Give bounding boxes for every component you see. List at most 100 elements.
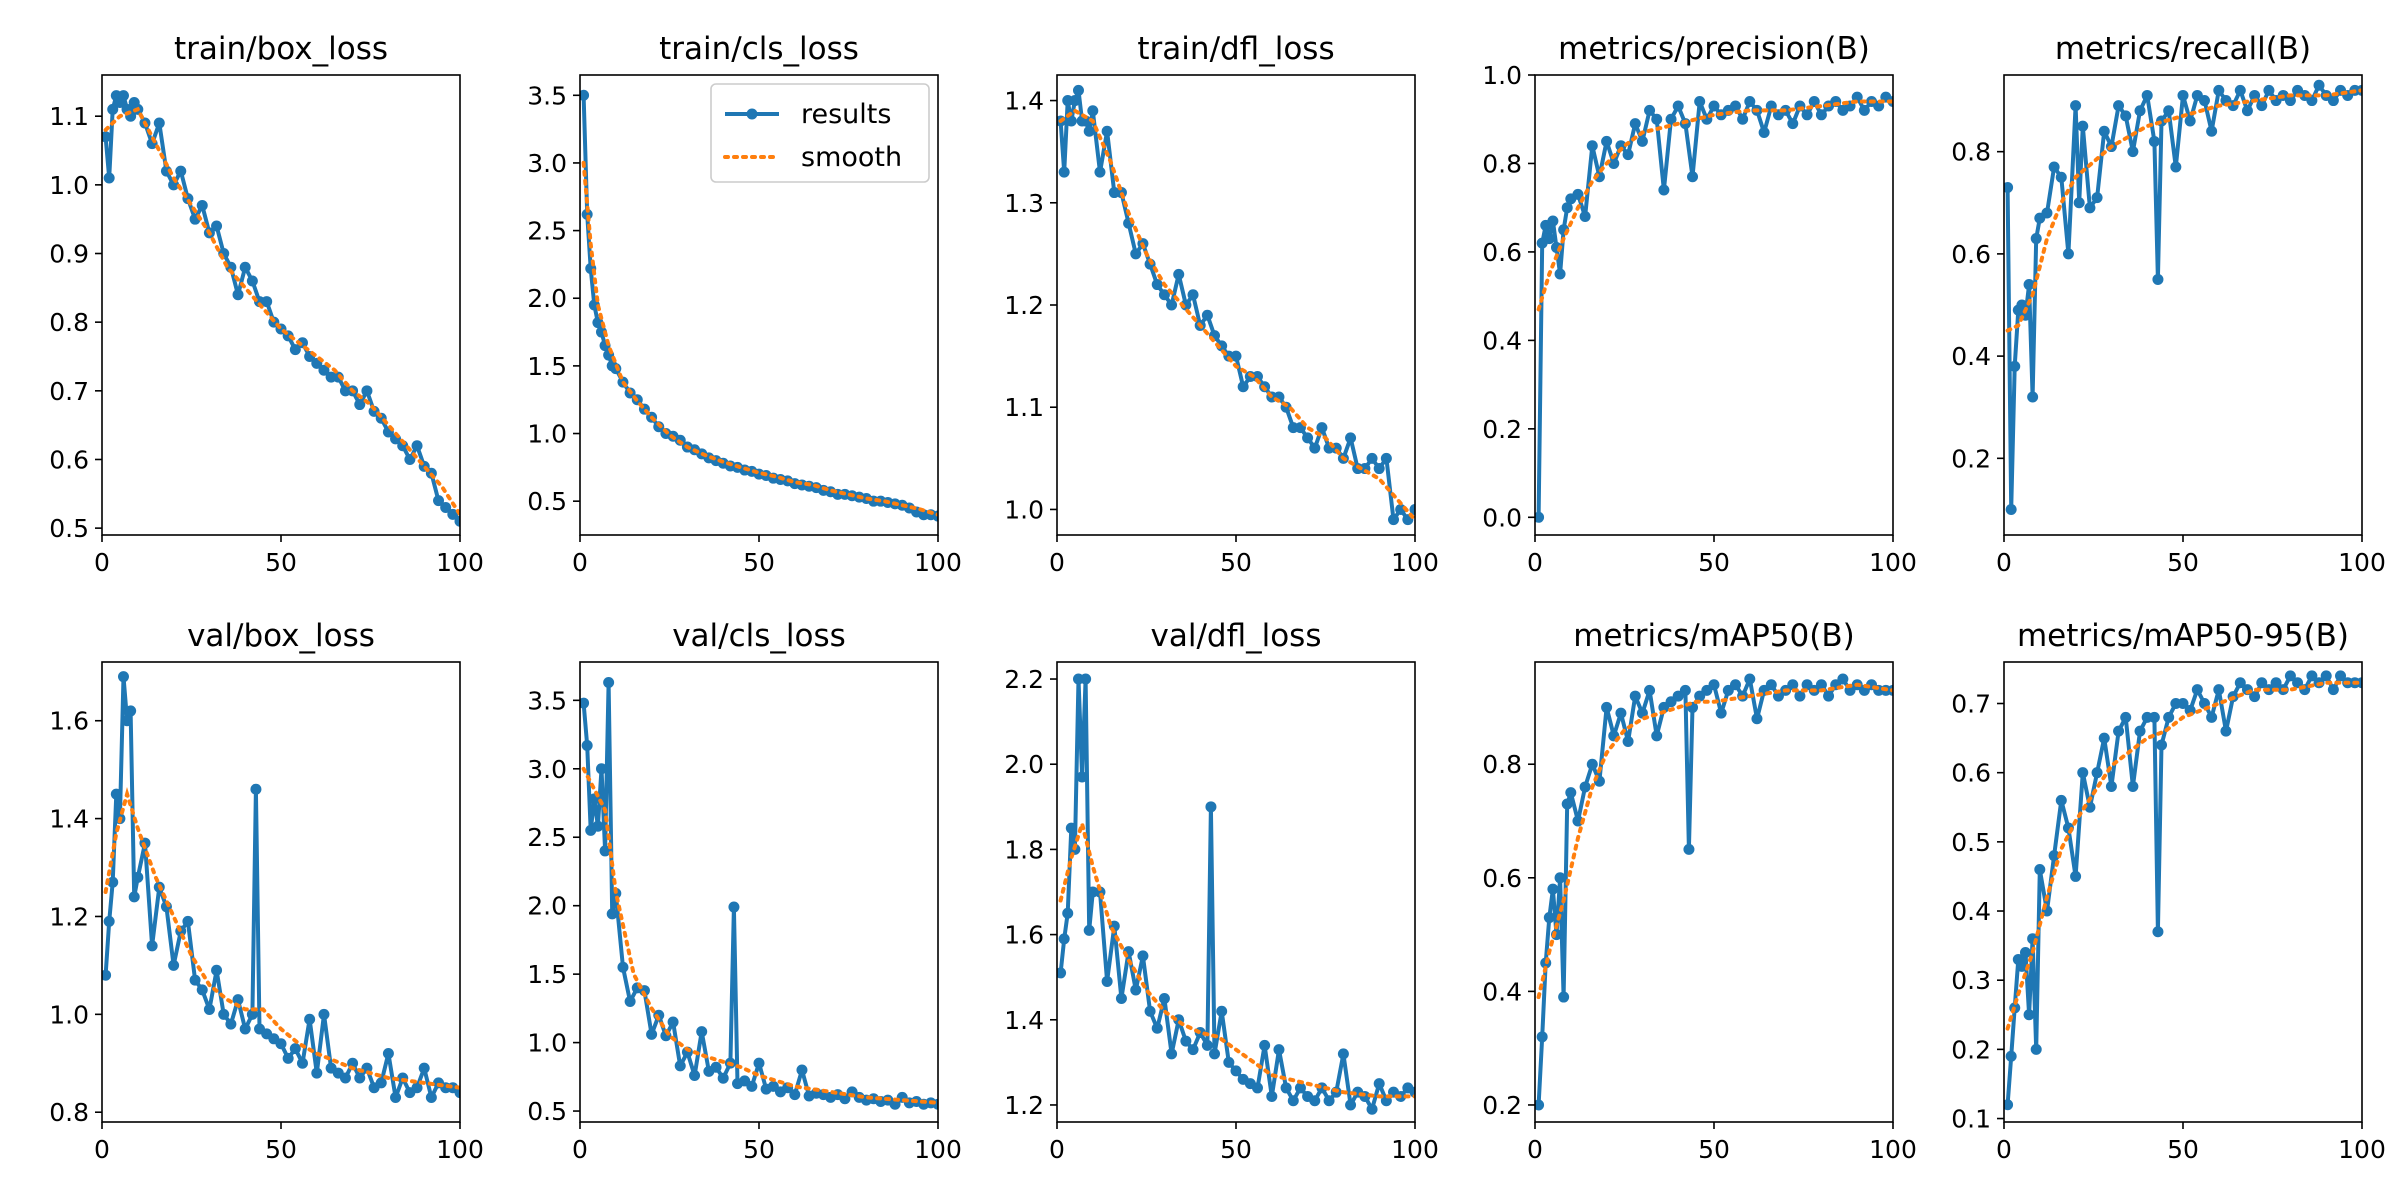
y-tick-label: 2.0	[527, 284, 567, 313]
results-point	[1072, 84, 1084, 96]
x-tick-label: 0	[94, 1135, 110, 1164]
results-point	[2055, 794, 2067, 806]
results-point	[1535, 1099, 1545, 1111]
results-point	[1794, 690, 1806, 702]
smooth-series-line	[581, 766, 938, 1105]
plot-area	[1057, 673, 1415, 1115]
x-tick-label: 0	[1996, 1135, 2012, 1164]
results-point	[2177, 89, 2189, 101]
results-point	[839, 1093, 851, 1105]
y-tick-label: 2.0	[527, 892, 567, 921]
results-point	[1858, 104, 1870, 116]
y-tick-label: 1.1	[1004, 393, 1044, 422]
results-point	[1380, 452, 1392, 464]
results-point	[1366, 1103, 1378, 1115]
results-point	[1057, 967, 1067, 979]
results-point	[1309, 1095, 1321, 1107]
y-tick-label: 0.2	[1951, 1035, 1991, 1064]
results-point	[218, 1008, 230, 1020]
y-tick-label: 0.4	[1951, 897, 1991, 926]
results-point	[1744, 96, 1756, 108]
smooth-series-line	[1058, 816, 1415, 1099]
results-point	[1273, 1044, 1285, 1056]
subplot-title: val/dfl_loss	[1151, 618, 1322, 654]
results-point	[1629, 690, 1641, 702]
results-point	[2113, 725, 2125, 737]
x-tick-label: 0	[1527, 1135, 1543, 1164]
results-point	[196, 199, 208, 211]
smooth-series-line	[103, 106, 460, 517]
subplot-title: train/cls_loss	[659, 31, 859, 67]
results-point	[746, 1080, 758, 1092]
smooth-series-line	[581, 160, 938, 517]
results-point	[2077, 767, 2089, 779]
results-point	[354, 399, 366, 411]
plot-area	[102, 90, 460, 527]
results-point	[2249, 89, 2261, 101]
y-tick-label: 3.0	[527, 149, 567, 178]
results-point	[275, 1038, 287, 1050]
y-tick-label: 0.0	[1482, 503, 1522, 532]
results-point	[1715, 707, 1727, 719]
results-point	[624, 996, 636, 1008]
results-point	[2327, 684, 2339, 696]
results-point	[1065, 115, 1077, 127]
y-tick-label: 1.8	[1004, 835, 1044, 864]
axes-frame	[579, 661, 939, 1123]
results-point	[1216, 1005, 1228, 1017]
subplot: val/dfl_loss 0 50 100 1.2 1.4 1.6 1.8 2.0 2.2	[1004, 618, 1439, 1164]
results-point	[107, 876, 119, 888]
y-tick-label: 0.8	[49, 1098, 89, 1127]
results-point	[1101, 975, 1113, 987]
results-point	[1259, 1039, 1271, 1051]
y-tick-label: 1.3	[1004, 189, 1044, 218]
results-point	[182, 915, 194, 927]
y-tick-label: 1.0	[49, 171, 89, 200]
results-point	[1076, 771, 1088, 783]
y-tick-label: 0.9	[49, 240, 89, 269]
results-point	[2152, 926, 2164, 938]
results-point	[2077, 120, 2089, 132]
y-tick-label: 1.0	[527, 420, 567, 449]
axes-frame	[101, 74, 461, 536]
results-point	[2048, 850, 2060, 862]
results-point	[411, 1082, 423, 1094]
x-tick-label: 0	[1527, 548, 1543, 577]
results-point	[696, 1026, 708, 1038]
results-point	[2213, 84, 2225, 96]
results-point	[146, 940, 158, 952]
subplot: train/dfl_loss 0 50 100 1.0 1.1 1.2 1.3 1.4	[1004, 31, 1439, 577]
results-point	[2105, 781, 2117, 793]
smooth-series-line	[1536, 682, 1893, 1000]
results-point	[2234, 677, 2246, 689]
results-point	[2306, 670, 2318, 682]
results-point	[1543, 233, 1555, 245]
results-point	[2163, 105, 2175, 117]
results-point	[2098, 732, 2110, 744]
results-point	[1651, 730, 1663, 742]
results-point	[2005, 503, 2017, 515]
results-point	[1579, 781, 1591, 793]
x-tick-label: 0	[94, 548, 110, 577]
results-point	[232, 994, 244, 1006]
results-point	[2177, 698, 2189, 710]
results-point	[2206, 125, 2218, 137]
results-point	[2055, 171, 2067, 183]
results-point	[1205, 801, 1217, 813]
results-point	[1180, 1035, 1192, 1047]
results-point	[311, 1067, 323, 1079]
results-point	[2206, 711, 2218, 723]
results-point	[2191, 684, 2203, 696]
y-tick-label: 2.2	[1004, 665, 1044, 694]
results-point	[2256, 100, 2268, 112]
results-point	[1672, 100, 1684, 112]
results-point	[2241, 105, 2253, 117]
results-point	[2335, 670, 2347, 682]
results-point	[2213, 684, 2225, 696]
results-point	[418, 1062, 430, 1074]
y-tick-label: 1.0	[49, 1000, 89, 1029]
x-tick-label: 100	[1391, 1135, 1439, 1164]
results-point	[1373, 463, 1385, 475]
results-point	[1083, 924, 1095, 936]
results-point	[1554, 268, 1566, 280]
